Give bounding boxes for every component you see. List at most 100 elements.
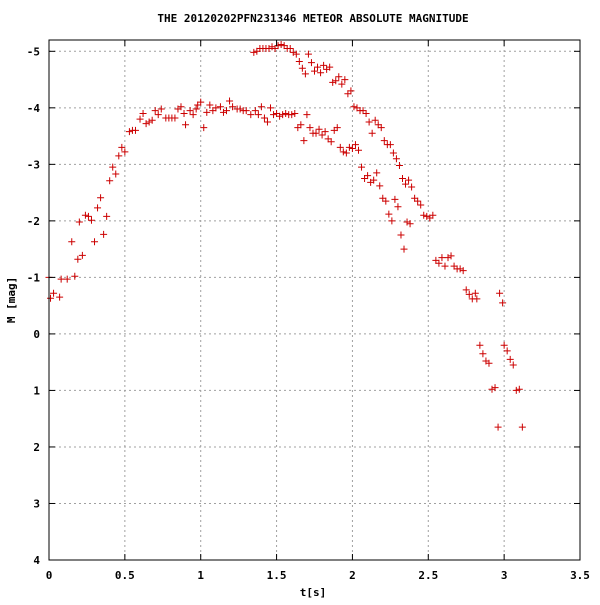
axis-ticks: 0 0.5 1 1.5 2 2.5 3 3.5 -5 -4 -3 -2 -1 0 1 2 3 4: [27, 40, 590, 582]
data-point: [515, 385, 523, 393]
data-point: [500, 341, 508, 349]
y-tick-label: -5: [27, 45, 40, 58]
data-point: [370, 176, 378, 184]
data-point: [476, 341, 484, 349]
data-point: [506, 355, 514, 363]
data-point: [219, 108, 227, 116]
data-point: [142, 120, 150, 128]
y-tick-label: 0: [33, 328, 40, 341]
x-tick-label: 1.5: [267, 569, 287, 582]
data-point: [307, 59, 315, 67]
data-point: [405, 176, 413, 184]
data-point: [295, 57, 303, 65]
data-point: [512, 386, 520, 394]
data-point: [282, 109, 290, 117]
data-point: [300, 137, 308, 145]
data-point: [394, 203, 402, 211]
data-point: [91, 238, 99, 246]
data-point: [373, 169, 381, 177]
x-tick-label: 1: [197, 569, 204, 582]
data-point: [327, 138, 335, 146]
data-point: [332, 77, 340, 85]
data-point: [444, 254, 452, 262]
data-point: [338, 80, 346, 88]
data-point: [121, 148, 129, 156]
data-point: [303, 111, 311, 119]
data-point: [459, 267, 467, 275]
data-point: [56, 293, 64, 301]
grid: [49, 40, 580, 560]
data-point: [329, 78, 337, 86]
data-point: [400, 245, 408, 253]
data-point: [368, 129, 376, 137]
data-point: [386, 141, 394, 149]
data-point: [151, 107, 159, 115]
data-point: [81, 211, 89, 219]
data-point: [254, 111, 262, 119]
data-point: [297, 121, 305, 129]
data-point: [177, 103, 185, 111]
data-point: [389, 149, 397, 157]
data-point: [206, 101, 214, 109]
data-point: [326, 63, 334, 71]
data-point: [362, 109, 370, 117]
data-point: [47, 294, 55, 302]
data-point: [180, 109, 188, 117]
data-point: [306, 124, 314, 132]
data-point: [320, 61, 328, 69]
data-point: [503, 347, 511, 355]
data-points: [45, 41, 526, 431]
data-point: [260, 114, 268, 122]
data-point: [364, 172, 372, 180]
data-point: [263, 118, 271, 126]
data-point: [136, 115, 144, 123]
x-tick-label: 0.5: [115, 569, 135, 582]
data-point: [100, 230, 108, 238]
y-tick-label: -4: [27, 102, 41, 115]
data-point: [385, 210, 393, 218]
data-point: [317, 69, 325, 77]
data-point: [268, 43, 276, 51]
data-point: [200, 124, 208, 132]
data-point: [74, 255, 82, 263]
data-point: [118, 143, 126, 151]
data-point: [312, 129, 320, 137]
data-point: [314, 63, 322, 71]
data-point: [286, 44, 294, 52]
data-point: [103, 212, 111, 220]
data-point: [270, 111, 278, 119]
data-point: [388, 217, 396, 225]
data-point: [318, 131, 326, 139]
data-point: [301, 70, 309, 78]
data-point: [68, 238, 76, 246]
data-point: [342, 149, 350, 157]
data-point: [398, 174, 406, 182]
data-point: [125, 128, 133, 136]
data-point: [236, 105, 244, 113]
data-point: [186, 107, 194, 115]
data-point: [496, 289, 504, 297]
data-point: [242, 107, 250, 115]
x-axis-label: t[s]: [300, 586, 327, 599]
data-point: [348, 145, 356, 153]
data-point: [291, 109, 299, 117]
data-point: [395, 161, 403, 169]
data-point: [216, 103, 224, 111]
y-tick-label: 2: [33, 441, 40, 454]
data-point: [335, 73, 343, 81]
data-point: [267, 104, 275, 112]
data-point: [377, 124, 385, 132]
data-point: [456, 265, 464, 273]
data-point: [276, 112, 284, 120]
data-point: [298, 64, 306, 72]
data-point: [94, 204, 102, 212]
data-point: [509, 361, 517, 369]
data-point: [139, 109, 147, 117]
x-tick-label: 3: [501, 569, 508, 582]
data-point: [333, 124, 341, 132]
data-point: [115, 152, 123, 160]
data-point: [435, 259, 443, 267]
y-tick-label: -3: [27, 158, 40, 171]
